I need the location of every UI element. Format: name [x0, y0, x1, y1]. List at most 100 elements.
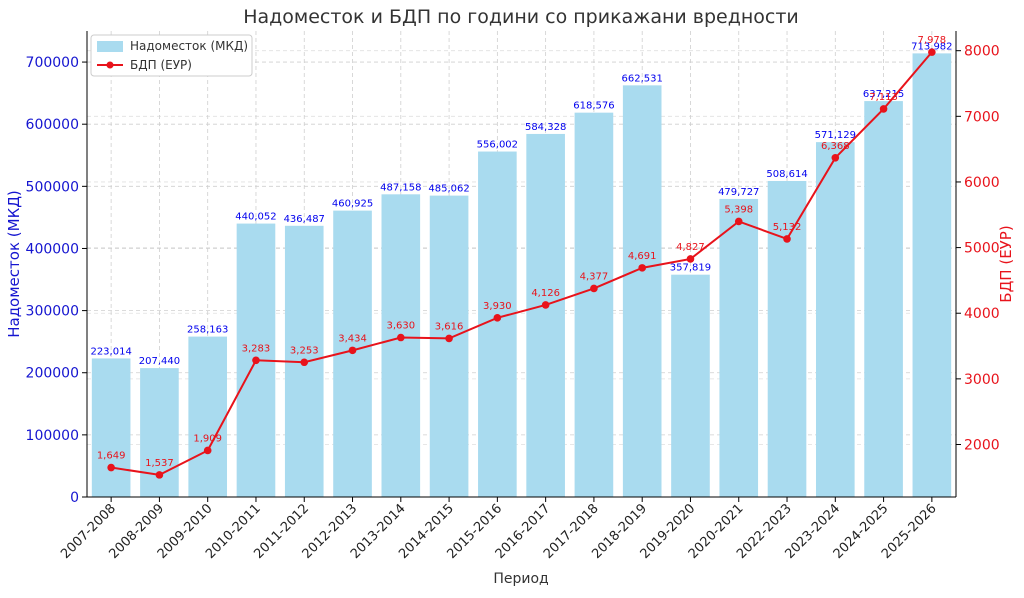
right-tick-label: 2000	[964, 437, 1000, 453]
bar-value-label: 662,531	[622, 73, 663, 84]
bar-series	[91, 53, 952, 498]
bar-value-label: 571,129	[815, 130, 856, 141]
x-axis-label: Период	[493, 571, 548, 587]
line-series	[107, 48, 936, 479]
left-tick-label: 400000	[26, 241, 79, 257]
line-value-label: 3,930	[483, 301, 512, 312]
line-point	[107, 463, 115, 472]
line-point	[203, 446, 212, 455]
line-value-label: 4,377	[580, 271, 609, 282]
left-tick-label: 500000	[26, 179, 79, 195]
line-point	[300, 358, 309, 367]
line-value-label: 5,132	[773, 222, 802, 233]
bar	[91, 358, 131, 497]
right-tick-label: 8000	[964, 44, 1000, 60]
bar-value-label: 713,982	[911, 41, 952, 52]
line-point	[541, 301, 550, 309]
line-value-label: 1,649	[97, 451, 126, 462]
line-value-label: 1,537	[145, 458, 174, 469]
bar	[429, 195, 469, 497]
right-tick-label: 5000	[964, 241, 1000, 257]
line-value-label: 3,616	[435, 321, 464, 332]
line-path	[110, 51, 933, 476]
bar	[719, 198, 759, 497]
line-point	[493, 314, 502, 322]
line-value-label: 3,630	[386, 321, 415, 332]
line-point	[155, 471, 164, 479]
line-point	[928, 48, 936, 56]
bar-value-label: 485,062	[428, 184, 469, 195]
line-point	[638, 264, 646, 272]
legend-box	[90, 34, 253, 77]
left-tick-label: 0	[70, 490, 79, 506]
line-value-label: 7,113	[869, 92, 898, 103]
line-point	[734, 217, 743, 226]
line-value-label: 1,909	[193, 433, 222, 444]
bar-value-label: 637,215	[863, 89, 904, 100]
left-tick-label: 200000	[26, 366, 79, 382]
right-axis-ticks: 2000 3000 4000 5000 6000 7000 8000	[956, 44, 1000, 453]
bar	[381, 194, 421, 497]
line-point	[831, 154, 840, 162]
bar-value-label: 357,819	[670, 263, 711, 274]
bar-value-label: 508,614	[766, 169, 807, 180]
bar-value-label: 258,163	[187, 325, 228, 336]
bar-value-label: 487,158	[380, 182, 421, 193]
legend-line-marker	[106, 61, 114, 69]
line-value-label: 3,283	[242, 343, 271, 354]
left-tick-label: 600000	[26, 117, 79, 133]
bar-value-label: 436,487	[284, 214, 325, 225]
line-value-label: 3,253	[290, 345, 319, 356]
bar-value-label: 618,576	[573, 101, 614, 112]
bar	[671, 274, 710, 497]
bar-value-labels: 223,014 207,440 258,163 440,052 436,487 460,9…	[90, 41, 952, 367]
line-point	[397, 333, 405, 342]
bar-value-label: 207,440	[139, 356, 180, 367]
bar-value-label: 460,925	[332, 199, 373, 210]
chart-title: Надоместок и БДП по години со прикажани …	[243, 6, 799, 28]
legend-bar-label: Надоместок (МКД)	[130, 39, 248, 53]
line-value-label: 7,978	[918, 35, 947, 46]
right-tick-label: 3000	[964, 372, 1000, 388]
line-point	[879, 105, 888, 113]
line-point	[686, 255, 695, 263]
line-point	[348, 346, 357, 355]
line-value-label: 4,691	[628, 251, 657, 262]
bar	[912, 53, 952, 498]
line-value-label: 4,827	[676, 242, 705, 253]
line-point	[445, 334, 453, 343]
legend: Надоместок (МКД) БДП (ЕУР)	[90, 34, 253, 77]
left-tick-label: 100000	[26, 428, 79, 444]
bar-value-label: 479,727	[718, 187, 759, 198]
right-tick-label: 6000	[964, 175, 1000, 191]
line-value-labels: 1,649 1,537 1,909 3,283 3,253 3,434 3,630 3,616…	[97, 35, 946, 469]
line-value-label: 3,434	[338, 333, 367, 344]
line-value-label: 4,126	[531, 288, 560, 299]
bar	[622, 85, 662, 497]
line-point	[252, 356, 260, 365]
bar	[864, 101, 903, 497]
axes	[86, 31, 957, 498]
bar	[574, 112, 614, 497]
bar-value-label: 584,328	[525, 122, 566, 133]
left-axis-ticks: 0 100000 200000 300000 400000 500000 600000 700…	[26, 55, 87, 506]
right-axis-label: БДП (ЕУР)	[997, 225, 1015, 302]
right-tick-label: 7000	[964, 109, 1000, 125]
legend-bar-swatch	[97, 41, 123, 52]
line-value-label: 6,368	[821, 141, 850, 152]
x-axis-ticks: 2007-20082008-20092009-20102010-20112011…	[58, 497, 940, 562]
legend-line-label: БДП (ЕУР)	[130, 58, 192, 72]
bar	[526, 133, 565, 497]
left-axis-label: Надоместок (МКД)	[5, 190, 23, 338]
line-value-label: 5,398	[724, 204, 753, 215]
bar	[188, 336, 228, 497]
line-point	[783, 235, 791, 243]
left-tick-label: 700000	[26, 55, 79, 71]
bar-value-label: 223,014	[90, 346, 131, 357]
line-point	[590, 284, 598, 293]
bar-value-label: 440,052	[235, 212, 276, 223]
bar	[815, 142, 855, 497]
left-tick-label: 300000	[26, 304, 79, 320]
